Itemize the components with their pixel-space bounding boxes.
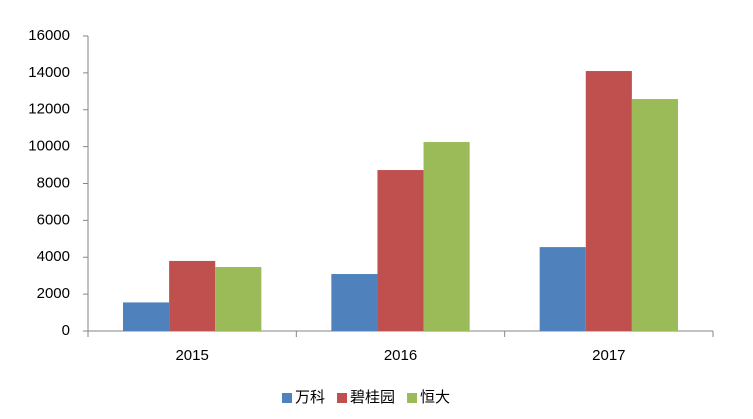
y-tick-label: 4000	[37, 248, 70, 265]
bar	[377, 170, 424, 331]
y-tick-label: 0	[62, 322, 70, 339]
x-tick-label: 2015	[175, 347, 208, 364]
bar	[631, 99, 678, 332]
legend-swatch	[407, 393, 418, 403]
bar	[539, 247, 586, 331]
x-tick-label: 2016	[384, 347, 417, 364]
bar	[331, 274, 378, 331]
x-tick-label: 2017	[592, 347, 625, 364]
bar	[169, 260, 216, 331]
y-tick-label: 12000	[28, 101, 70, 118]
legend-label: 万科	[295, 389, 325, 406]
y-tick-label: 16000	[28, 27, 70, 44]
y-tick-label: 8000	[37, 174, 70, 191]
legend-label: 恒大	[420, 389, 450, 406]
bar	[123, 302, 170, 331]
y-tick-label: 6000	[37, 211, 70, 228]
legend-swatch	[337, 393, 348, 403]
y-tick-label: 14000	[28, 64, 70, 81]
legend-swatch	[282, 393, 292, 403]
y-tick-label: 2000	[37, 285, 70, 302]
bar	[215, 267, 262, 331]
bar	[585, 71, 632, 331]
y-tick-label: 10000	[28, 138, 70, 155]
bar	[423, 142, 470, 331]
legend-label: 碧桂园	[350, 389, 395, 406]
